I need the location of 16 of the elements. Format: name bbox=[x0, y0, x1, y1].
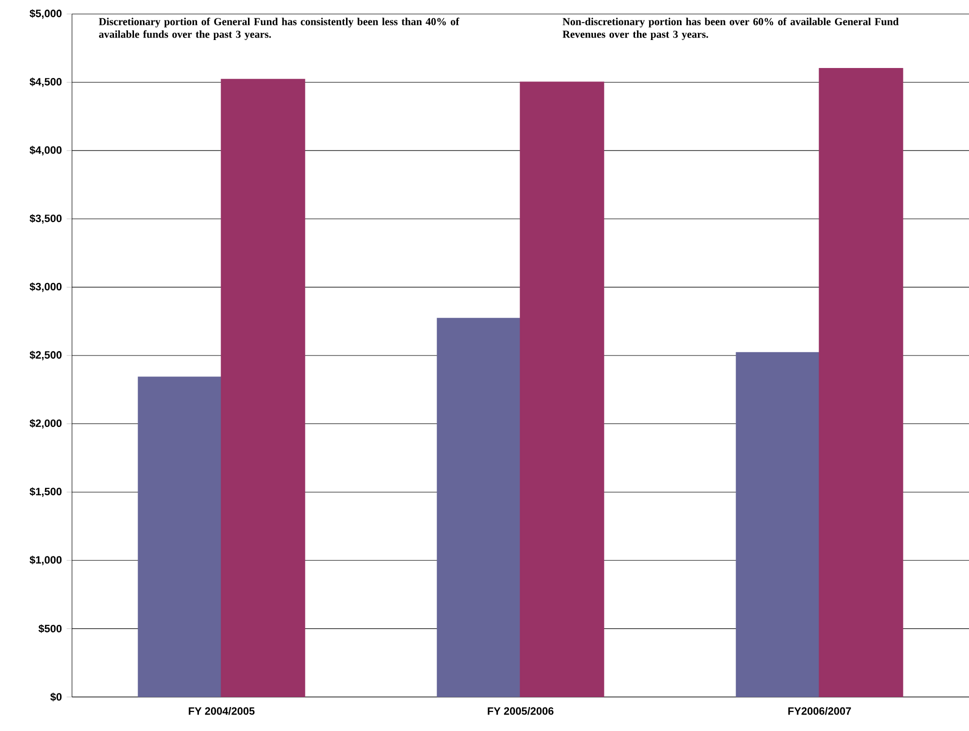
y-tick-label: $1,000 bbox=[30, 556, 62, 566]
y-tick-label: $4,500 bbox=[30, 78, 62, 88]
y-tick-label: $4,000 bbox=[30, 146, 62, 156]
y-tick-label: $3,500 bbox=[30, 214, 62, 224]
y-tick-label: $5,000 bbox=[30, 9, 62, 19]
y-tick-label: $0 bbox=[50, 692, 62, 702]
y-tick-label: $2,000 bbox=[30, 419, 62, 429]
y-tick-label: $1,500 bbox=[30, 487, 62, 497]
y-tick-label: $2,500 bbox=[30, 350, 62, 360]
x-tick-label: FY 2004/2005 bbox=[188, 706, 255, 715]
y-tick-label: $500 bbox=[38, 624, 62, 634]
annotation: Discretionary portion of General Fund has consistently been less than 40% of available funds over the past 3 years. bbox=[98, 18, 460, 40]
x-tick-label: FY2006/2007 bbox=[788, 706, 851, 715]
annotation: Non-discretionary portion has been over 60% of available General Fund Revenues over the past 3 years. bbox=[562, 18, 899, 40]
x-tick-label: FY 2005/2006 bbox=[488, 706, 554, 715]
y-tick-label: $3,000 bbox=[30, 282, 62, 292]
